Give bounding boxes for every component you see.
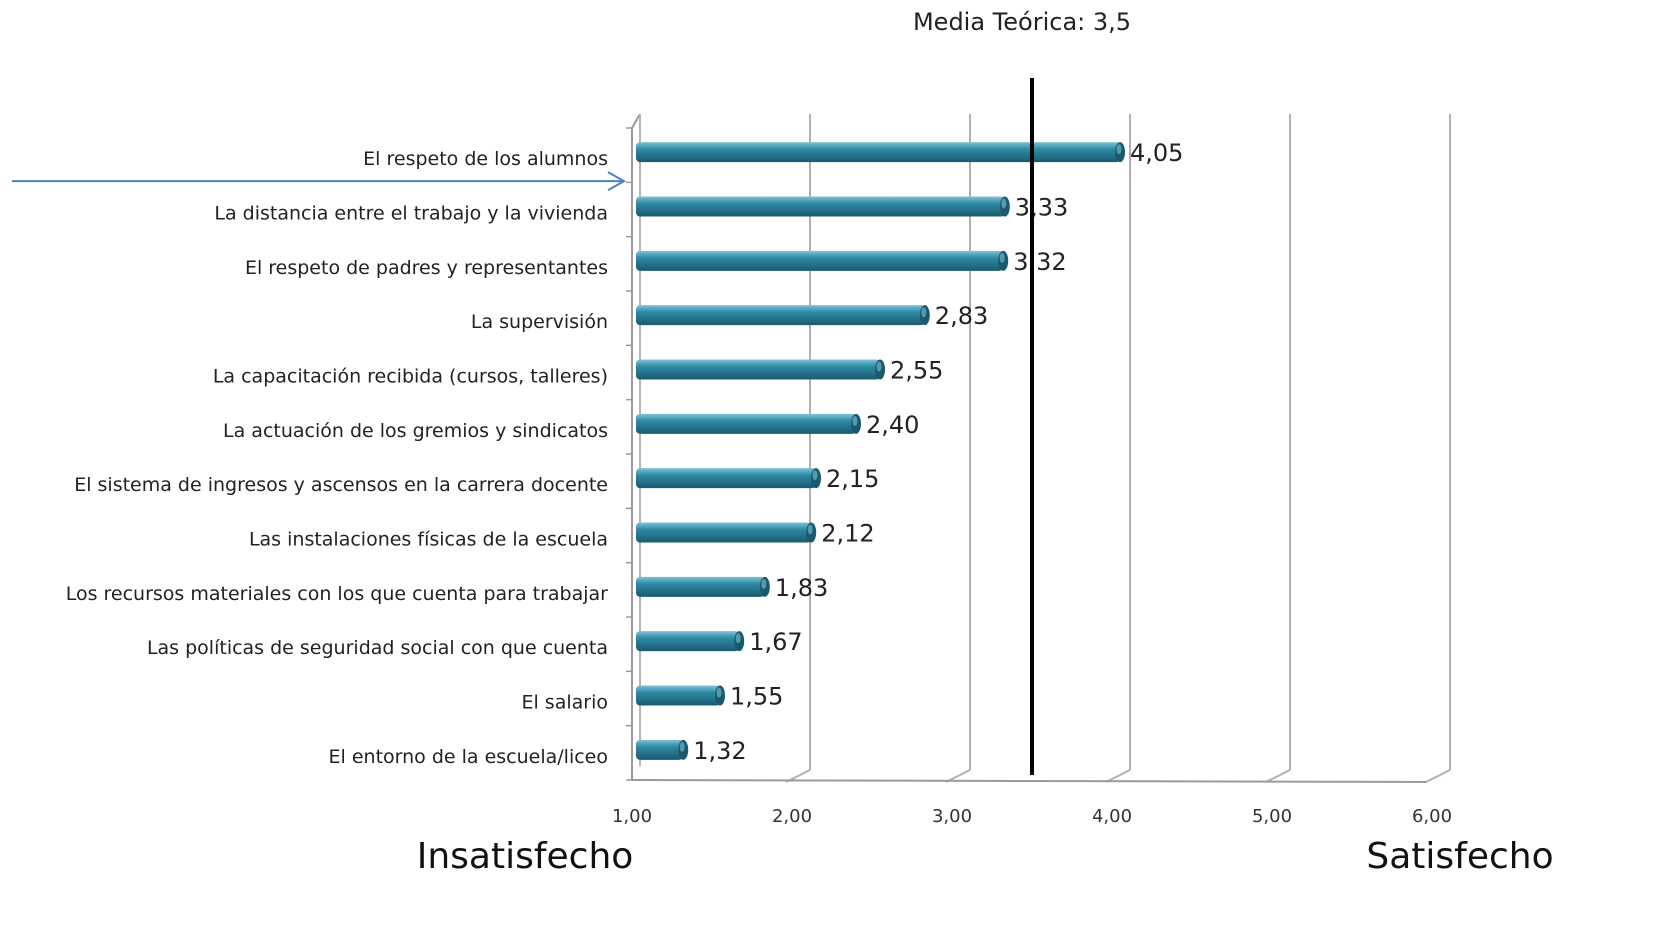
- gridline-depth: [1425, 769, 1451, 783]
- category-label: El sistema de ingresos y ascensos en la …: [74, 474, 608, 496]
- bar: [636, 413, 861, 434]
- value-label: 1,55: [730, 683, 783, 711]
- value-label: 3,33: [1015, 194, 1068, 222]
- bar-cap-highlight: [1116, 144, 1122, 155]
- value-label: 3,32: [1013, 248, 1066, 276]
- x-axis-line: [631, 779, 1427, 783]
- bar: [636, 250, 1009, 271]
- value-label: 1,83: [775, 574, 828, 602]
- category-label: El salario: [521, 692, 608, 714]
- bar: [636, 739, 689, 760]
- value-label: 2,40: [866, 411, 919, 439]
- category-label: El entorno de la escuela/liceo: [329, 746, 608, 768]
- value-labels: 4,05 3,33 3,32 2,83 2,55 2,40 2,15 2,12 1,83 1,67…: [693, 139, 1183, 765]
- category-label: La actuación de los gremios y sindicatos: [223, 420, 608, 442]
- bar: [636, 142, 1125, 163]
- category-label: La distancia entre el trabajo y la vivie…: [214, 203, 608, 225]
- gridlines: [631, 114, 1451, 783]
- value-label: 2,15: [826, 465, 879, 493]
- bar-body: [636, 739, 684, 760]
- gridline-depth: [1265, 769, 1291, 783]
- x-tick-label: 2,00: [772, 806, 812, 827]
- category-label: Las instalaciones físicas de la escuela: [249, 529, 608, 551]
- value-label: 2,83: [935, 302, 988, 330]
- bar-cap-highlight: [852, 415, 858, 426]
- x-tick-label: 6,00: [1412, 806, 1452, 827]
- bar: [636, 468, 821, 489]
- bar-cap-highlight: [735, 633, 741, 644]
- bar-cap-highlight: [761, 578, 767, 589]
- value-label: 1,67: [749, 628, 802, 656]
- bar-body: [636, 522, 812, 543]
- bar: [636, 305, 930, 326]
- value-label: 4,05: [1130, 139, 1183, 167]
- category-labels: El respeto de los alumnos La distancia en…: [66, 148, 608, 768]
- x-tick-label: 5,00: [1252, 806, 1292, 827]
- category-label: El respeto de los alumnos: [363, 148, 608, 170]
- bar-body: [636, 305, 925, 326]
- bar-body: [636, 250, 1004, 271]
- bar-body: [636, 142, 1120, 163]
- scale-label-low: Insatisfecho: [417, 836, 634, 877]
- chart-back-wall: [626, 113, 641, 781]
- bar-cap-highlight: [807, 524, 813, 535]
- arrow-head: [607, 171, 627, 192]
- value-label: 2,55: [890, 357, 943, 385]
- category-label: Los recursos materiales con los que cuen…: [66, 583, 608, 605]
- x-tick-label: 4,00: [1092, 806, 1132, 827]
- bar-cap-highlight: [999, 252, 1005, 263]
- bar-cap-highlight: [812, 470, 818, 481]
- x-tick-label: 3,00: [932, 806, 972, 827]
- bar-body: [636, 413, 856, 434]
- bar-cap-highlight: [876, 361, 882, 372]
- y-axis-depth-top: [631, 113, 641, 129]
- bar-body: [636, 576, 765, 597]
- bar: [636, 631, 745, 652]
- bar-body: [636, 631, 740, 652]
- bar-cap-highlight: [921, 307, 927, 318]
- bars: [636, 142, 1125, 760]
- bar-cap-highlight: [716, 687, 722, 698]
- gridline-depth: [1105, 769, 1131, 783]
- category-label: Las políticas de seguridad social con qu…: [147, 637, 608, 659]
- x-tick-label: 1,00: [612, 806, 652, 827]
- value-label: 1,32: [693, 737, 746, 765]
- bar-body: [636, 685, 720, 706]
- bar-cap-highlight: [1001, 198, 1007, 209]
- bar: [636, 359, 885, 380]
- bar-cap-highlight: [679, 741, 685, 752]
- bar: [636, 685, 725, 706]
- bar-body: [636, 196, 1005, 217]
- category-label: El respeto de padres y representantes: [245, 257, 608, 279]
- reference-line-label: Media Teórica: 3,5: [913, 8, 1131, 36]
- category-label: La capacitación recibida (cursos, taller…: [213, 366, 608, 388]
- category-label: La supervisión: [471, 311, 608, 333]
- bar-body: [636, 468, 816, 489]
- highlight-arrow: [12, 171, 627, 192]
- value-label: 2,12: [821, 520, 874, 548]
- x-axis-ticks: 1,00 2,00 3,00 4,00 5,00 6,00: [612, 806, 1452, 827]
- bar: [636, 196, 1010, 217]
- bar-body: [636, 359, 880, 380]
- reference-line-group: Media Teórica: 3,5: [913, 8, 1131, 775]
- scale-label-high: Satisfecho: [1366, 836, 1553, 877]
- bar: [636, 522, 817, 543]
- bar: [636, 576, 770, 597]
